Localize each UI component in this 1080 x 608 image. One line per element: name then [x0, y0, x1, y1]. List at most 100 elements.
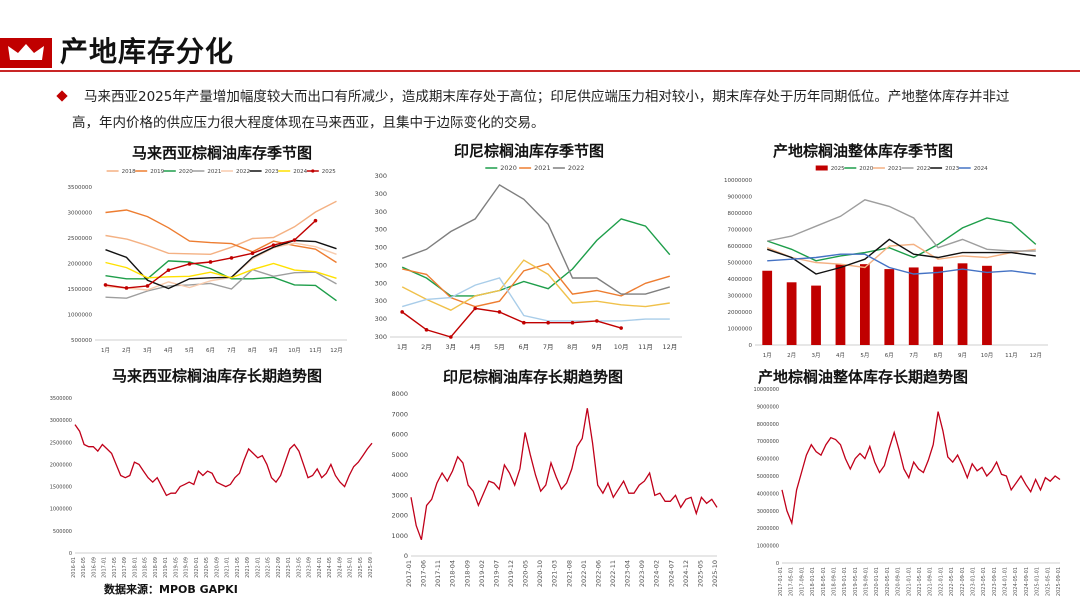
my-long-x-tick-label: 2018-01	[132, 557, 138, 578]
my-season-series-point	[250, 251, 255, 256]
my-long-x-tick-label: 2021-05	[235, 557, 241, 578]
my-long-x-tick-label: 2019-05	[173, 557, 179, 578]
all-season-y-tick-label: 10000000	[724, 178, 752, 184]
all-season-x-tick-label: 3月	[812, 352, 821, 359]
my-season-x-tick-label: 4月	[164, 347, 173, 354]
chart-title-id-season: 印尼棕榈油库存季节图	[454, 142, 605, 160]
my-long-x-tick-label: 2025-05	[358, 557, 364, 578]
all-season-bar	[982, 265, 992, 345]
id-season-x-tick-label: 7月	[543, 343, 554, 351]
my-long-x-tick-label: 2020-09	[214, 557, 220, 578]
all-season-y-tick-label: 2000000	[728, 310, 753, 316]
id-season-y-tick-label: 300	[375, 279, 387, 287]
all-long-x-tick-label: 2022-09-01	[960, 567, 966, 596]
my-long-x-tick-label: 2022-01	[255, 557, 261, 578]
all-season-legend-label: 2024	[974, 166, 988, 172]
all-long-y-tick-label: 2000000	[757, 526, 779, 532]
all-long-y-tick-label: 8000000	[757, 422, 779, 428]
id-season-y-tick-label: 300	[375, 315, 387, 323]
my-long-y-tick-label: 3000000	[50, 418, 72, 424]
all-season-x-tick-label: 12月	[1030, 352, 1043, 359]
chart-id-season: 300 300 300 300 300 300 300 300 300 300 1月 2月 3月 4月 5月…	[375, 164, 682, 351]
all-long-x-tick-label: 2024-01-01	[1003, 567, 1009, 596]
id-season-series-point	[497, 310, 502, 314]
all-long-x-tick-label: 2020-01-01	[874, 567, 880, 596]
id-season-series-point	[424, 328, 429, 332]
id-long-x-tick-label: 2025-05	[696, 560, 704, 587]
id-season-x-tick-label: 6月	[519, 343, 530, 351]
my-season-x-tick-label: 6月	[206, 347, 215, 354]
my-season-legend-label: 2024	[293, 169, 307, 175]
all-season-x-tick-label: 6月	[885, 352, 894, 359]
id-long-x-tick-label: 2018-09	[463, 560, 471, 587]
all-season-bar	[933, 266, 944, 345]
my-season-legend-label: 2020	[179, 169, 193, 175]
my-long-x-tick-label: 2025-09	[368, 557, 374, 578]
all-long-x-tick-label: 2019-05-01	[853, 567, 859, 596]
id-season-legend-label: 2022	[568, 164, 585, 172]
all-long-x-tick-label: 2017-09-01	[799, 567, 805, 596]
id-season-y-tick-label: 300	[375, 297, 387, 305]
id-long-x-tick-label: 2017-11	[434, 560, 442, 587]
all-season-y-tick-label: 4000000	[728, 277, 753, 283]
all-season-y-tick-label: 0	[749, 343, 753, 349]
chart-title-my-season: 马来西亚棕榈油库存季节图	[132, 144, 313, 162]
all-long-y-tick-label: 9000000	[757, 404, 779, 410]
all-season-legend-swatch	[815, 165, 828, 171]
id-season-series-line-2020	[401, 218, 671, 297]
my-long-x-tick-label: 2022-09	[276, 557, 282, 578]
id-long-x-tick-label: 2020-10	[536, 560, 544, 587]
id-season-y-tick-label: 300	[375, 261, 387, 269]
all-season-x-tick-label: 5月	[860, 352, 869, 359]
all-long-x-tick-label: 2018-09-01	[831, 567, 837, 596]
my-long-x-tick-label: 2024-01	[317, 557, 323, 578]
id-season-series-point	[595, 319, 599, 323]
my-long-x-tick-label: 2022-05	[266, 557, 272, 578]
id-long-x-tick-label: 2019-12	[507, 560, 515, 587]
id-season-y-tick-label: 300	[375, 226, 387, 234]
id-season-x-tick-label: 4月	[470, 343, 481, 351]
my-season-series-point	[187, 262, 192, 266]
page-title: 产地库存分化	[60, 35, 235, 68]
id-long-y-tick-label: 6000	[391, 431, 408, 439]
my-season-legend-label: 2018	[122, 169, 136, 175]
my-long-x-tick-label: 2024-09	[337, 557, 343, 578]
my-season-series-line-2022	[105, 242, 337, 291]
my-long-x-tick-label: 2018-09	[153, 557, 159, 578]
my-season-series-point	[208, 260, 213, 264]
all-season-bar	[859, 264, 870, 345]
my-long-y-tick-label: 3500000	[50, 396, 72, 402]
all-season-y-tick-label: 5000000	[728, 261, 753, 267]
my-season-legend-marker	[311, 169, 315, 173]
id-long-y-tick-label: 4000	[391, 471, 408, 479]
id-season-x-tick-label: 3月	[446, 343, 457, 351]
all-season-x-tick-label: 1月	[763, 352, 772, 359]
all-season-legend-label: 2023	[945, 166, 959, 172]
my-season-series-point	[292, 238, 297, 242]
all-season-x-tick-label: 2月	[787, 352, 796, 359]
all-long-x-tick-label: 2021-05-01	[917, 567, 923, 596]
all-season-y-tick-label: 6000000	[728, 244, 753, 250]
id-season-legend-label: 2021	[534, 164, 551, 172]
all-season-bar	[835, 264, 846, 345]
all-long-x-tick-label: 2017-05-01	[789, 567, 795, 596]
all-long-y-tick-label: 4000000	[757, 491, 779, 497]
id-long-y-tick-label: 8000	[391, 390, 408, 398]
id-long-x-tick-label: 2023-09	[638, 560, 646, 587]
id-season-x-tick-label: 10月	[614, 343, 629, 351]
my-season-y-tick-label: 500000	[71, 338, 92, 344]
my-season-legend-label: 2023	[265, 169, 279, 175]
chart-all-long: 0 1000000 2000000 3000000 4000000 5000000 6000…	[754, 387, 1062, 596]
my-season-x-tick-label: 5月	[185, 347, 194, 354]
id-long-x-tick-label: 2023-04	[624, 560, 632, 587]
id-season-series-point	[449, 335, 453, 339]
all-long-y-tick-label: 0	[776, 561, 779, 567]
id-long-x-tick-label: 2022-01	[580, 560, 588, 587]
my-season-legend-label: 2022	[236, 169, 250, 175]
my-season-y-tick-label: 1000000	[68, 313, 93, 319]
my-season-series-point	[166, 268, 171, 272]
all-season-series-line-2020	[766, 217, 1037, 262]
my-season-y-tick-label: 1500000	[68, 287, 93, 293]
id-long-x-tick-label: 2022-11	[609, 560, 617, 587]
all-long-y-tick-label: 10000000	[754, 387, 779, 393]
